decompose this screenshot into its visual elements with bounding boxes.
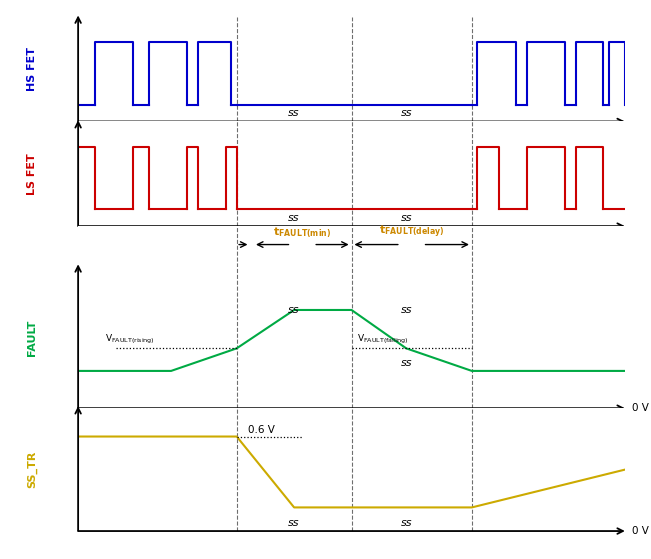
Text: ss: ss	[288, 519, 300, 528]
Text: ss: ss	[288, 213, 300, 222]
Text: $\mathregular{V_{FAULT(falling)}}$: $\mathregular{V_{FAULT(falling)}}$	[357, 333, 409, 346]
Text: SS_TR: SS_TR	[27, 451, 36, 489]
Text: ss: ss	[400, 519, 412, 528]
Text: ss: ss	[400, 358, 412, 368]
Text: FAULT: FAULT	[27, 319, 36, 356]
Text: $\mathregular{V_{FAULT(rising)}}$: $\mathregular{V_{FAULT(rising)}}$	[105, 333, 156, 346]
Text: LS FET: LS FET	[27, 153, 36, 195]
Text: 0 V: 0 V	[631, 403, 648, 413]
Text: ss: ss	[400, 305, 412, 315]
Text: 0.6 V: 0.6 V	[247, 425, 275, 435]
Text: ss: ss	[400, 213, 412, 222]
Text: HS FET: HS FET	[27, 47, 36, 91]
Text: ss: ss	[288, 108, 300, 118]
Text: ss: ss	[288, 305, 300, 315]
Text: ss: ss	[400, 108, 412, 118]
Text: $\mathregular{t_{FAULT(delay)}}$: $\mathregular{t_{FAULT(delay)}}$	[379, 223, 445, 240]
Text: 0 V: 0 V	[631, 526, 648, 536]
Text: $\mathregular{t_{FAULT(min)}}$: $\mathregular{t_{FAULT(min)}}$	[273, 225, 331, 240]
